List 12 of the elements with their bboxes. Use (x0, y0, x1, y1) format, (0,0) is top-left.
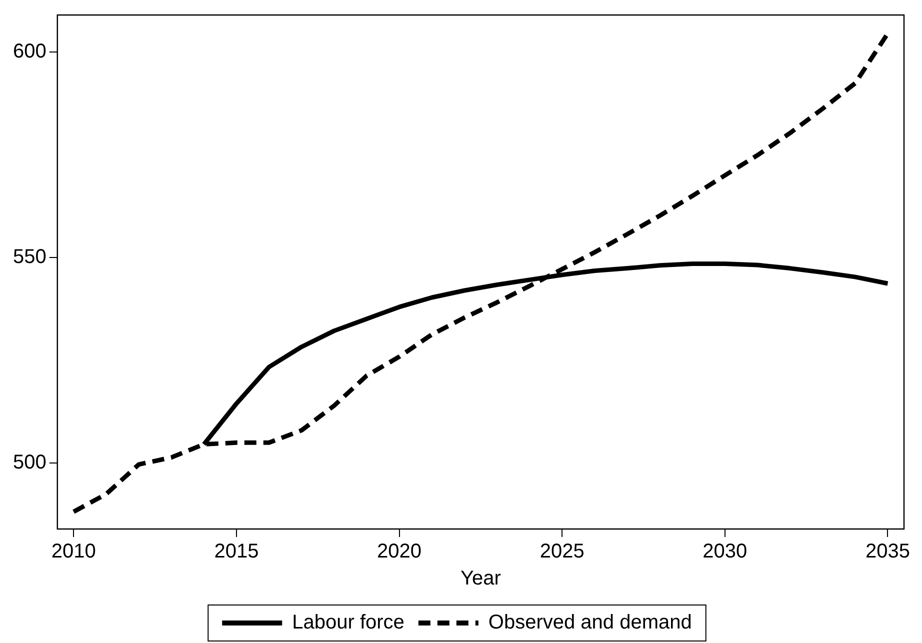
x-tick-label: 2035 (865, 540, 910, 563)
y-tick-label: 600 (12, 40, 46, 63)
x-tick-label: 2025 (540, 540, 584, 563)
legend-label: Observed and demand (488, 612, 692, 634)
x-tick-label: 2010 (51, 540, 96, 563)
x-axis-title: Year (460, 568, 502, 590)
x-tick-label: 2030 (702, 540, 748, 563)
x-tick-label: 2015 (214, 540, 259, 563)
legend-label: Labour force (292, 612, 404, 634)
y-tick-label: 550 (12, 246, 46, 268)
y-tick-label: 500 (12, 452, 46, 474)
x-tick-label: 2020 (377, 540, 422, 563)
